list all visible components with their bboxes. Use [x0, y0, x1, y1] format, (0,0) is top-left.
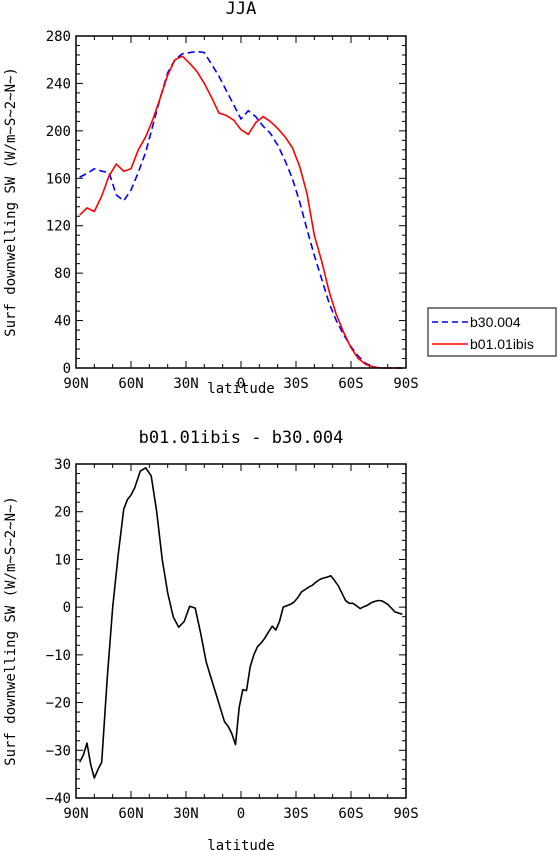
top-x-tick-labels: 90N 60N 30N 0 30S 60S 90S	[63, 376, 418, 392]
legend: b30.004 b01.01ibis	[427, 307, 557, 357]
x-tick-label: 60S	[338, 376, 363, 392]
y-tick-label: 20	[54, 505, 71, 521]
x-tick-label: 90N	[63, 806, 88, 822]
series-line-b01-01ibis	[79, 55, 403, 369]
y-tick-label: 0	[63, 600, 71, 616]
y-tick-label: −10	[46, 648, 71, 664]
bottom-x-axis-label: latitude	[207, 838, 274, 851]
top-y-tick-labels: 0 40 80 120 160 200 240 280	[46, 29, 71, 377]
bottom-y-tick-labels: −40 −30 −20 −10 0 10 20 30	[46, 457, 71, 807]
x-tick-label: 90N	[63, 376, 88, 392]
y-tick-label: −20	[46, 696, 71, 712]
top-chart-title: JJA	[226, 0, 257, 19]
x-tick-label: 60S	[338, 806, 363, 822]
series-line-b30-004	[79, 50, 403, 369]
y-tick-label: 160	[46, 171, 71, 187]
x-tick-label: 30N	[173, 376, 198, 392]
y-tick-label: −30	[46, 743, 71, 759]
x-tick-label: 0	[237, 806, 245, 822]
bottom-panel: b01.01ibis - b30.004 90N 60N 30N 0 30S 60S 90S…	[3, 428, 419, 851]
bottom-plot-frame	[75, 463, 407, 799]
y-tick-label: 10	[54, 552, 71, 568]
x-tick-label: 30S	[283, 376, 308, 392]
series-line-difference	[78, 466, 403, 779]
x-tick-label: 90S	[393, 806, 418, 822]
bottom-y-axis-label: Surf downwelling SW (W/m~S~2~N~)	[3, 496, 19, 766]
bottom-chart-title: b01.01ibis - b30.004	[139, 428, 344, 448]
x-tick-label: 60N	[118, 806, 143, 822]
y-tick-label: 40	[54, 314, 71, 330]
legend-box	[427, 307, 557, 357]
x-tick-label: 60N	[118, 376, 143, 392]
legend-label-b01-01ibis: b01.01ibis	[470, 336, 534, 352]
y-tick-label: 120	[46, 219, 71, 235]
legend-label-b30-004: b30.004	[470, 314, 521, 330]
bottom-series-lines	[78, 466, 403, 779]
bottom-tick-marks	[75, 463, 407, 799]
top-panel: JJA 90N 60N 30N 0 30S 60S 90S 0 40 80 120 160 200 24…	[3, 0, 557, 397]
y-tick-label: 240	[46, 76, 71, 92]
top-tick-marks	[75, 35, 407, 369]
y-tick-label: −40	[46, 791, 71, 807]
y-tick-label: 30	[54, 457, 71, 473]
y-tick-label: 280	[46, 29, 71, 45]
top-plot-frame	[75, 35, 407, 369]
x-tick-label: 30N	[173, 806, 198, 822]
x-tick-label: 90S	[393, 376, 418, 392]
top-series-lines	[79, 50, 403, 369]
y-tick-label: 200	[46, 124, 71, 140]
top-x-axis-label: latitude	[207, 381, 274, 397]
y-tick-label: 80	[54, 266, 71, 282]
bottom-x-tick-labels: 90N 60N 30N 0 30S 60S 90S	[63, 806, 418, 822]
y-tick-label: 0	[63, 361, 71, 377]
x-tick-label: 0	[237, 376, 245, 392]
x-tick-label: 30S	[283, 806, 308, 822]
top-y-axis-label: Surf downwelling SW (W/m~S~2~N~)	[3, 67, 19, 337]
